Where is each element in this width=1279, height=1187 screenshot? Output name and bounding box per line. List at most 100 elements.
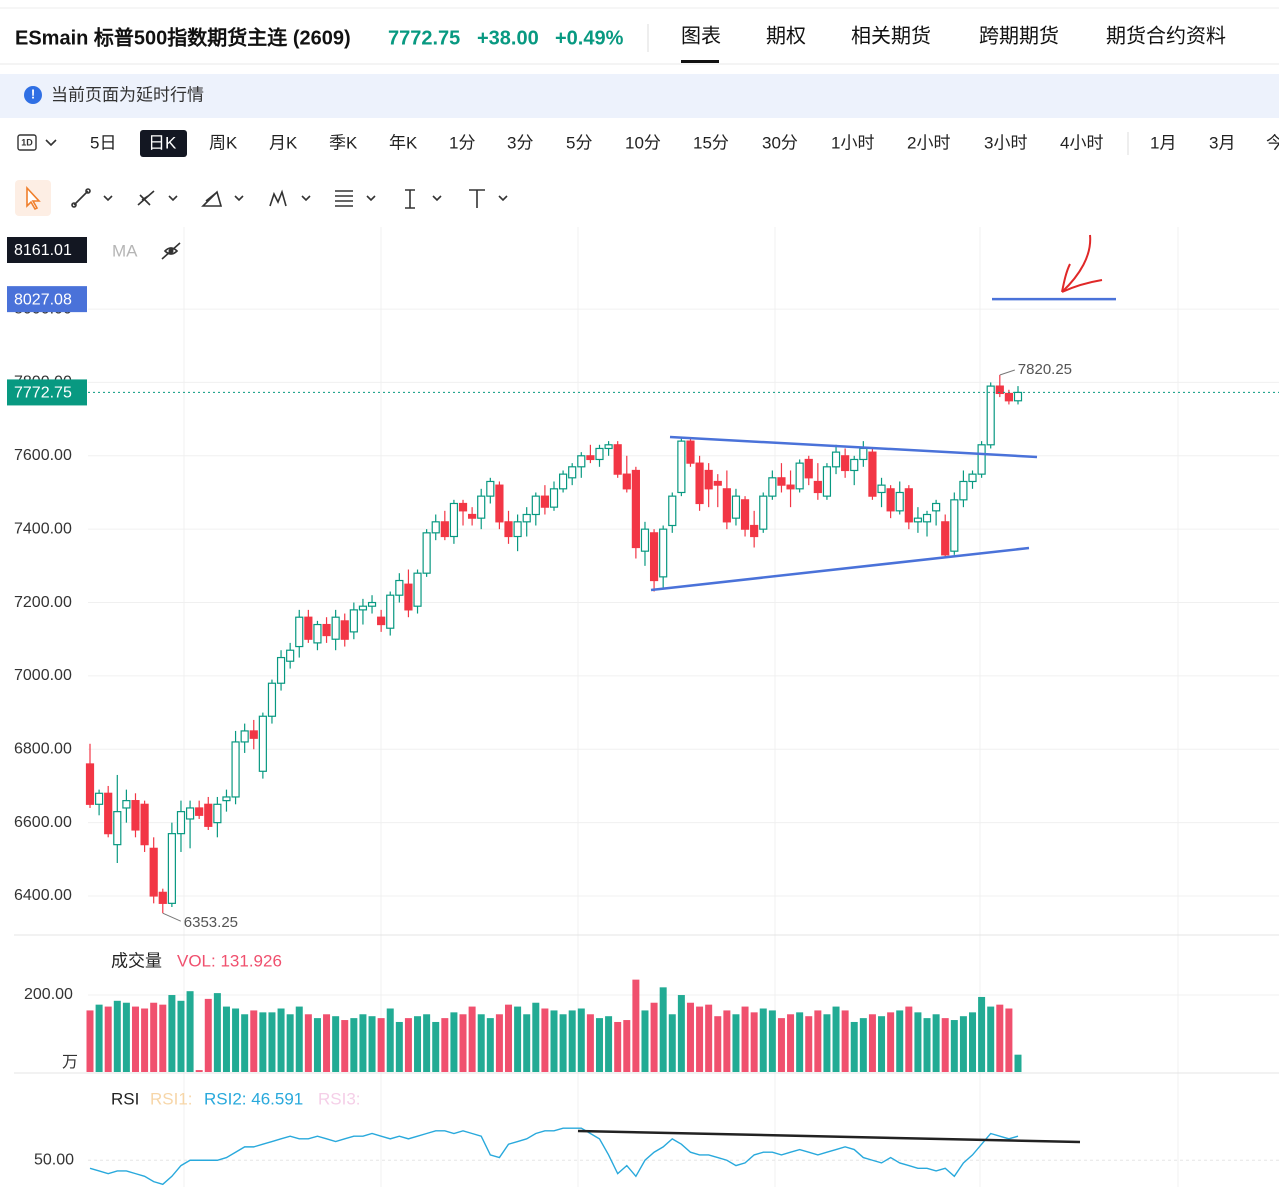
timeframe-option[interactable]: 1月 [1150,133,1176,152]
candle-body [995,385,1004,395]
timeframe-option[interactable]: 今 [1266,133,1279,152]
volume-bar [450,1012,458,1072]
volume-bar [104,1006,112,1072]
candle-body [94,792,104,805]
info-icon-mark: ! [31,86,35,101]
dropdown-arrow[interactable] [301,195,311,202]
fib-tool[interactable] [335,190,353,207]
candle-body [932,502,941,512]
candle-body [731,495,741,519]
volume-bar [805,1016,813,1072]
notice-text: 当前页面为延时行情 [51,85,204,104]
axis-top-label-bg [7,237,87,263]
line-tool[interactable] [73,190,89,206]
volume-bar [914,1012,922,1072]
interval-icon-label[interactable]: 1D [21,137,33,147]
timeframe-option[interactable]: 3小时 [984,133,1027,152]
volume-bar [414,1016,422,1072]
dropdown-arrow[interactable] [234,195,244,202]
dropdown-arrow[interactable] [498,195,508,202]
volume-bar [222,1006,230,1072]
pattern-tool[interactable] [269,189,287,207]
candle-body [322,623,331,637]
timeframe-option[interactable]: 10分 [625,133,661,152]
rsi-trend-line [577,1129,1081,1144]
candle-body [486,480,495,497]
timeframe-option[interactable]: 2小时 [907,133,950,152]
measure-tool[interactable] [405,189,415,209]
drawing-toolbar [15,180,508,216]
timeframe-option[interactable]: 季K [329,133,358,152]
timeframe-option[interactable]: 5日 [90,133,116,152]
volume-bar [505,1004,513,1072]
volume-bar [668,1014,676,1072]
volume-bar [1005,1008,1013,1072]
dropdown-arrow[interactable] [432,195,442,202]
line-tool-dot[interactable] [71,202,77,208]
candle-body [222,796,231,802]
arrow-drawing [1061,234,1103,293]
candle-body [540,495,550,508]
text-tool[interactable] [469,189,485,208]
candle-body [695,462,704,505]
candle-body [449,502,459,538]
timeframe-option[interactable]: 4小时 [1060,133,1103,152]
timeframe-option[interactable]: 5分 [566,133,592,152]
volume-bar [814,1010,822,1072]
candle-body [850,458,859,472]
candle-body [495,484,504,523]
volume-bar [614,1021,622,1072]
volume-bar [823,1014,831,1072]
shape-tool[interactable] [201,190,223,207]
candle-body [640,528,650,552]
volume-value: VOL: 131.926 [177,951,282,970]
candle-body [240,730,249,743]
volume-bar [277,1008,285,1072]
volume-bar [841,1010,849,1072]
channel-tool[interactable] [137,190,155,206]
line-tool-dot[interactable] [85,188,91,194]
y-axis-unit: 万 [62,1054,78,1071]
volume-bar [423,1014,431,1072]
volume-bar [859,1018,867,1072]
volume-bar [341,1020,349,1072]
candle-body [813,480,822,494]
timeframe-option[interactable]: 3分 [507,133,533,152]
nav-tab[interactable]: 相关期货 [851,24,931,47]
candle-body [295,616,304,648]
cursor-tool[interactable] [26,185,41,211]
timeframe-option[interactable]: 周K [209,133,238,152]
timeframe-option[interactable]: 3月 [1209,133,1235,152]
volume-bar [550,1010,558,1072]
dropdown-arrow[interactable] [366,195,376,202]
dropdown-arrow[interactable] [103,195,113,202]
timeframe-option[interactable]: 15分 [693,133,729,152]
eye-icon-slash[interactable] [161,242,181,260]
timeframe-option[interactable]: 年K [389,133,418,152]
timeframe-option[interactable]: 日K [148,133,177,152]
dropdown-arrow[interactable] [168,195,178,202]
nav-tab[interactable]: 跨期期货 [979,24,1059,47]
timeframe-option[interactable]: 1分 [449,133,475,152]
timeframe-active-bg[interactable] [140,130,187,157]
volume-bar [386,1008,394,1072]
candle-body [786,484,795,490]
volume-bar [632,979,640,1072]
trend-line [669,435,1038,459]
dropdown-arrow[interactable] [45,139,57,147]
interval-icon[interactable] [17,134,37,151]
volume-bar [468,1006,476,1072]
volume-bar [1014,1054,1022,1072]
label-layer: 成交量 VOL: 131.926 RSI RSI1: RSI2: 46.591 RSI3:… [7,237,1279,1108]
volume-bar [559,1014,567,1072]
candle-body [1004,392,1014,402]
nav-tab[interactable]: 期货合约资料 [1106,24,1226,47]
timeframe-option[interactable]: 月K [269,133,298,152]
nav-tab[interactable]: 图表 [681,24,721,47]
candle-body [331,616,340,640]
timeframe-option[interactable]: 30分 [762,133,798,152]
volume-bar [268,1012,276,1072]
nav-tab[interactable]: 期权 [766,24,806,47]
timeframe-option[interactable]: 1小时 [831,133,874,152]
